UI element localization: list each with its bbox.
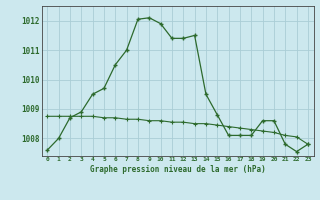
X-axis label: Graphe pression niveau de la mer (hPa): Graphe pression niveau de la mer (hPa) [90, 165, 266, 174]
